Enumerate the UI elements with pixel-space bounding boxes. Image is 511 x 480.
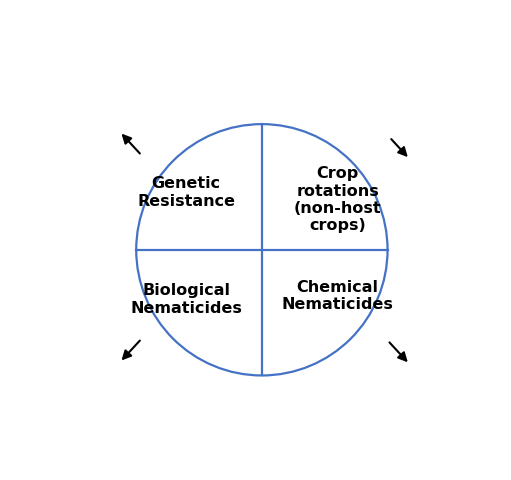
Text: Genetic
Resistance: Genetic Resistance [137, 176, 235, 209]
Text: Biological
Nematicides: Biological Nematicides [130, 284, 242, 316]
Text: Chemical
Nematicides: Chemical Nematicides [282, 280, 393, 312]
Text: Crop
rotations
(non-host
crops): Crop rotations (non-host crops) [294, 166, 382, 233]
